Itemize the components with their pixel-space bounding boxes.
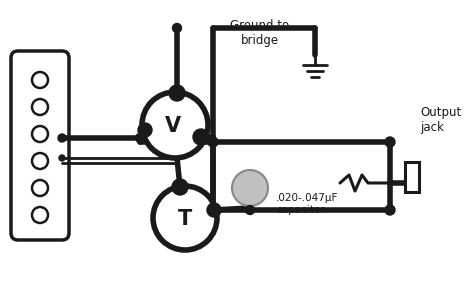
Circle shape: [32, 99, 48, 115]
Circle shape: [153, 186, 217, 250]
Text: V: V: [165, 116, 181, 136]
Circle shape: [173, 24, 182, 32]
Circle shape: [232, 170, 268, 206]
Circle shape: [142, 92, 208, 158]
Circle shape: [32, 126, 48, 142]
Circle shape: [385, 205, 395, 215]
Circle shape: [169, 85, 185, 101]
Circle shape: [32, 153, 48, 169]
Circle shape: [193, 129, 209, 145]
Circle shape: [58, 134, 66, 142]
Text: .020-.047μF
capacitor: .020-.047μF capacitor: [276, 193, 338, 215]
Text: Output
jack: Output jack: [420, 106, 461, 134]
Circle shape: [172, 179, 188, 195]
Circle shape: [246, 206, 255, 214]
Circle shape: [207, 203, 221, 217]
Circle shape: [385, 137, 395, 147]
Circle shape: [59, 155, 65, 161]
Circle shape: [208, 205, 218, 215]
Circle shape: [32, 207, 48, 223]
FancyBboxPatch shape: [11, 51, 69, 240]
Circle shape: [136, 133, 145, 143]
Text: Ground to
bridge: Ground to bridge: [230, 19, 290, 47]
Circle shape: [138, 123, 152, 137]
Bar: [405, 162, 419, 192]
Circle shape: [32, 180, 48, 196]
Circle shape: [32, 72, 48, 88]
Text: T: T: [178, 209, 192, 229]
Circle shape: [208, 137, 218, 147]
